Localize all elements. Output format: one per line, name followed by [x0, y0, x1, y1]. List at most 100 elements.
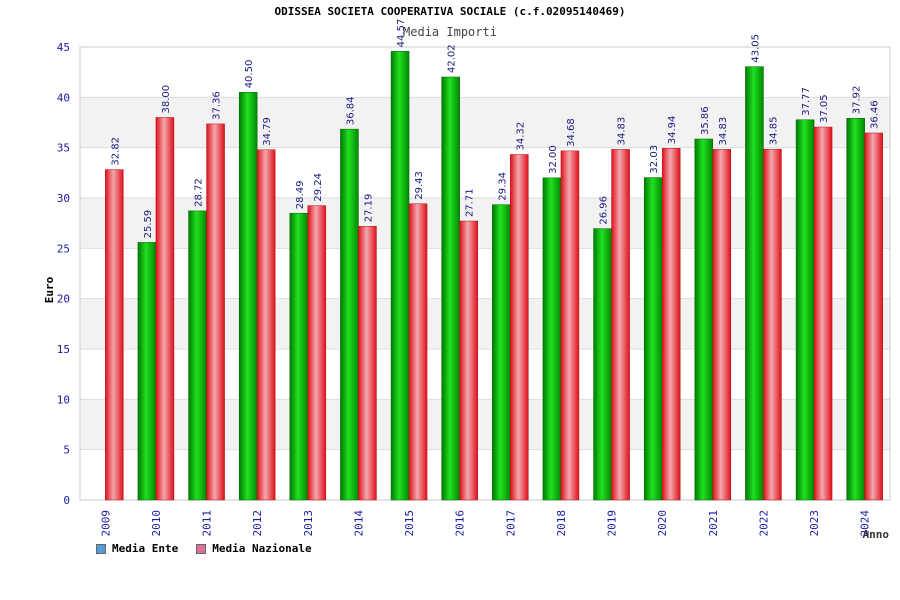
y-tick-label: 15 — [57, 343, 70, 356]
data-label: 36.84 — [345, 97, 356, 126]
bar-media-nazionale — [560, 150, 580, 501]
bar-media-ente — [745, 66, 764, 501]
legend: Media Ente Media Nazionale — [96, 542, 312, 555]
bar-media-ente — [289, 212, 309, 501]
x-tick-label: 2024 — [859, 510, 872, 537]
x-tick-label: 2017 — [504, 510, 517, 537]
data-label: 38.00 — [161, 85, 172, 114]
bar-media-nazionale — [763, 148, 782, 501]
y-tick-label: 25 — [57, 242, 70, 255]
x-tick-label: 2020 — [656, 510, 669, 537]
legend-item-media-nazionale: Media Nazionale — [196, 542, 312, 555]
y-tick-label: 20 — [57, 293, 70, 306]
x-tick-label: 2013 — [302, 510, 315, 537]
bar-media-ente — [593, 228, 612, 501]
data-label: 25.59 — [143, 210, 154, 239]
bar-media-ente — [340, 128, 359, 501]
bar-media-ente — [188, 210, 207, 501]
x-tick-label: 2014 — [352, 510, 365, 537]
plot-frame — [79, 46, 891, 501]
y-tick-label: 10 — [57, 393, 70, 406]
data-label: 34.94 — [667, 116, 678, 145]
data-label: 34.68 — [566, 118, 577, 147]
legend-swatch — [196, 543, 207, 554]
data-label: 32.00 — [548, 145, 559, 174]
data-label: 40.50 — [244, 60, 255, 89]
x-tick-label: 2023 — [808, 510, 821, 537]
x-tick-label: 2009 — [99, 510, 112, 537]
data-label: 28.72 — [194, 178, 205, 207]
x-tick-label: 2022 — [757, 510, 770, 537]
bar-media-ente — [390, 51, 410, 501]
bar-media-ente — [795, 119, 815, 501]
data-label: 34.83 — [718, 117, 729, 146]
data-label: 29.24 — [313, 173, 324, 202]
x-tick-label: 2018 — [555, 510, 568, 537]
y-tick-label: 35 — [57, 142, 70, 155]
bar-media-nazionale — [510, 154, 529, 501]
data-label: 34.83 — [617, 117, 628, 146]
y-tick-label: 0 — [63, 494, 70, 507]
bar-media-nazionale — [459, 220, 478, 501]
bar-media-ente — [492, 204, 511, 501]
data-label: 44.57 — [396, 19, 407, 48]
x-tick-label: 2021 — [707, 510, 720, 537]
x-tick-label: 2011 — [201, 510, 214, 537]
bar-media-nazionale — [813, 126, 833, 501]
x-tick-label: 2010 — [150, 510, 163, 537]
data-label: 32.82 — [110, 137, 121, 166]
x-axis: 2009 2010 2011 2012 2013 2014 2015 2016 2017 2018… — [99, 510, 871, 537]
y-axis: 0 5 10 15 20 25 30 35 40 45 — [57, 41, 70, 507]
legend-item-media-ente: Media Ente — [96, 542, 178, 555]
plot-band — [80, 47, 890, 98]
data-label: 42.02 — [447, 44, 458, 73]
bar-media-ente — [694, 138, 714, 501]
bar-media-nazionale — [155, 117, 175, 501]
data-label: 43.05 — [750, 34, 761, 63]
chart-subtitle: Media Importi — [403, 25, 497, 39]
data-label: 36.46 — [870, 100, 881, 129]
bar-media-nazionale — [864, 132, 883, 501]
data-label: 34.79 — [262, 117, 273, 146]
data-label: 37.05 — [819, 94, 830, 123]
bar-media-nazionale — [307, 205, 327, 501]
legend-label: Media Ente — [112, 542, 179, 555]
bar-media-nazionale — [206, 123, 225, 501]
bar-media-nazionale — [105, 169, 124, 501]
data-label: 27.71 — [465, 188, 476, 217]
bar-media-ente — [137, 242, 157, 501]
bar-media-ente — [238, 92, 258, 501]
legend-label: Media Nazionale — [212, 542, 312, 555]
data-label: 27.19 — [363, 194, 374, 223]
x-tick-label: 2015 — [403, 510, 416, 537]
bars — [105, 51, 883, 501]
bar-media-ente — [846, 118, 865, 501]
y-tick-label: 45 — [57, 41, 70, 54]
data-label: 37.77 — [801, 87, 812, 116]
y-tick-label: 5 — [63, 444, 70, 457]
bar-media-ente — [441, 76, 460, 501]
bar-media-nazionale — [358, 226, 377, 501]
data-label: 26.96 — [599, 196, 610, 225]
bar-media-nazionale — [256, 149, 276, 501]
bar-media-ente — [643, 177, 663, 501]
data-label: 37.92 — [852, 86, 863, 115]
data-label: 29.43 — [414, 171, 425, 200]
data-label: 35.86 — [700, 106, 711, 135]
data-label: 32.03 — [649, 145, 660, 174]
legend-swatch — [96, 543, 106, 554]
y-tick-label: 30 — [57, 192, 70, 205]
data-label: 28.49 — [295, 181, 306, 210]
y-tick-label: 40 — [57, 91, 70, 104]
data-label: 37.36 — [212, 91, 223, 120]
data-label: 29.34 — [497, 172, 508, 201]
bar-media-ente — [542, 177, 562, 501]
bar-labels: 25.59 28.72 40.50 28.49 36.84 44.57 42.02 29.34… — [110, 19, 880, 239]
x-tick-label: 2016 — [454, 510, 467, 537]
data-label: 34.85 — [768, 117, 779, 146]
x-axis-label: Anno — [863, 528, 890, 541]
bar-media-nazionale — [611, 149, 630, 501]
chart-title: ODISSEA SOCIETA COOPERATIVA SOCIALE (c.f… — [274, 5, 626, 18]
bar-media-nazionale — [408, 203, 428, 501]
